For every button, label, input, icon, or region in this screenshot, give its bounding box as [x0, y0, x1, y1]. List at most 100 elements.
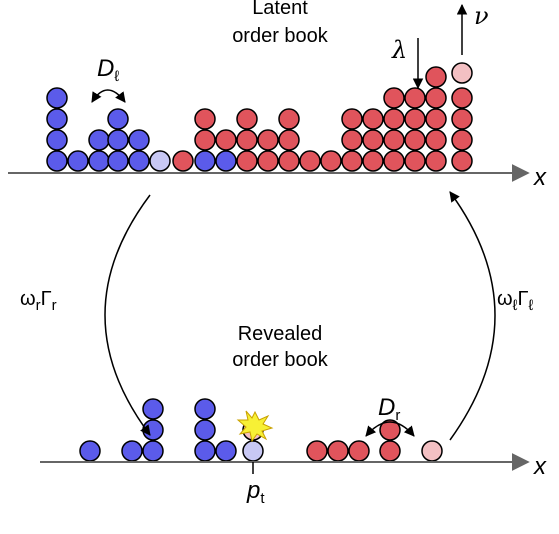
diffusion-label: Dr: [378, 394, 400, 424]
label-part: r: [395, 407, 400, 424]
order: [149, 150, 171, 172]
order: [362, 129, 384, 151]
order: [383, 150, 405, 172]
order: [88, 129, 110, 151]
label-part: ℓ: [513, 297, 518, 314]
order: [121, 440, 143, 462]
order: [278, 150, 300, 172]
order: [320, 150, 342, 172]
order: [362, 150, 384, 172]
order: [194, 440, 216, 462]
order: [67, 150, 89, 172]
order: [451, 62, 473, 84]
order: [46, 108, 68, 130]
order: [236, 108, 258, 130]
order: [404, 108, 426, 130]
order: [278, 129, 300, 151]
latent-title: Latent: [252, 0, 308, 19]
order: [425, 108, 447, 130]
order: [451, 129, 473, 151]
label-part: ℓ: [529, 297, 534, 314]
orders: [46, 62, 473, 462]
order: [107, 129, 129, 151]
order: [404, 87, 426, 109]
order: [194, 419, 216, 441]
label-part: D: [97, 55, 114, 82]
hide-arrow: [449, 191, 496, 441]
label-part: Γ: [517, 288, 528, 310]
label-part: D: [378, 394, 395, 421]
revealed-title: order book: [232, 349, 329, 371]
axis-label: x: [533, 164, 547, 191]
order: [215, 150, 237, 172]
order: [379, 440, 401, 462]
order: [425, 87, 447, 109]
cancellation-label: ν: [474, 2, 489, 30]
label-part: ω: [497, 288, 513, 310]
order: [194, 129, 216, 151]
order: [425, 66, 447, 88]
order: [404, 129, 426, 151]
order: [348, 440, 370, 462]
order: [299, 150, 321, 172]
order: [236, 129, 258, 151]
reveal-rate: ωrΓr: [20, 288, 57, 314]
order: [142, 398, 164, 420]
deposition-label: λ: [391, 36, 407, 64]
order: [194, 150, 216, 172]
order: [172, 150, 194, 172]
order: [79, 440, 101, 462]
order: [278, 108, 300, 130]
order: [341, 129, 363, 151]
order: [451, 108, 473, 130]
order: [383, 87, 405, 109]
label-part: r: [36, 297, 41, 314]
order: [421, 440, 443, 462]
order: [451, 87, 473, 109]
execution-burst: [236, 410, 274, 443]
order: [341, 108, 363, 130]
order: [194, 108, 216, 130]
order: [142, 440, 164, 462]
order: [128, 150, 150, 172]
order: [383, 108, 405, 130]
order: [362, 108, 384, 130]
order: [327, 440, 349, 462]
axis-label: x: [533, 453, 547, 480]
diffusion-arrow: [365, 421, 415, 437]
revealed-title: Revealed: [238, 323, 323, 345]
order: [451, 150, 473, 172]
order: [257, 129, 279, 151]
diffusion-label: Dℓ: [97, 55, 119, 85]
latent-title: order book: [232, 25, 329, 47]
label-part: Γ: [41, 288, 52, 310]
order: [46, 87, 68, 109]
order: [215, 129, 237, 151]
label-part: r: [52, 297, 57, 314]
hide-rate: ωℓΓℓ: [497, 288, 534, 314]
order: [425, 129, 447, 151]
order: [194, 398, 216, 420]
order: [242, 440, 264, 462]
order: [107, 108, 129, 130]
order: [306, 440, 328, 462]
order: [107, 150, 129, 172]
order: [236, 150, 258, 172]
order: [425, 150, 447, 172]
order: [404, 150, 426, 172]
label-part: p: [246, 477, 260, 504]
order: [46, 129, 68, 151]
diffusion-arrow: [91, 89, 126, 103]
order: [215, 440, 237, 462]
order: [88, 150, 110, 172]
order: [341, 150, 363, 172]
order: [383, 129, 405, 151]
price-label: pt: [246, 477, 265, 507]
label-part: ω: [20, 288, 36, 310]
label-part: t: [260, 490, 265, 507]
reveal-arrow: [104, 194, 151, 436]
order: [46, 150, 68, 172]
order: [128, 129, 150, 151]
label-part: ℓ: [114, 68, 119, 85]
